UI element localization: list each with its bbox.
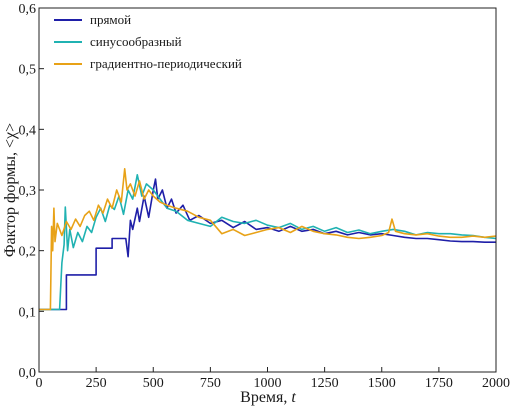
y-tick-label: 0,2 [19, 245, 37, 260]
y-tick-label: 0,5 [19, 63, 37, 78]
x-axis-title: Время, t [240, 389, 296, 406]
x-tick-label: 1000 [254, 376, 282, 391]
y-tick-label: 0,4 [19, 123, 37, 138]
x-tick-label: 250 [86, 376, 107, 391]
x-axis: 0 250 500 750 1000 1250 1500 1750 2000 [36, 367, 510, 391]
x-axis-title-variable: t [291, 389, 296, 406]
legend-label: синусообразный [90, 34, 182, 49]
legend: прямой синусообразный градиентно-периодиче… [54, 12, 242, 71]
legend-label: прямой [90, 12, 131, 27]
y-axis-title: Фактор формы, <χ> [2, 123, 19, 257]
x-tick-label: 1750 [425, 376, 453, 391]
y-tick-label: 0,3 [19, 184, 37, 199]
y-axis: 0,0 0,1 0,2 0,3 0,4 0,5 0,6 [19, 2, 44, 381]
x-tick-label: 0 [36, 376, 43, 391]
series-line-2 [39, 174, 497, 311]
y-tick-label: 0,1 [19, 305, 37, 320]
y-tick-label: 0,6 [19, 2, 37, 17]
x-axis-title-text: Время, [240, 389, 291, 406]
x-tick-label: 1500 [368, 376, 396, 391]
y-tick-label: 0,0 [19, 366, 37, 381]
series-line-3 [39, 168, 497, 311]
x-tick-label: 1250 [311, 376, 339, 391]
legend-label: градиентно-периодический [90, 56, 242, 71]
series-line-1 [39, 178, 496, 311]
series-group [39, 168, 497, 311]
x-tick-label: 750 [200, 376, 221, 391]
x-tick-label: 2000 [482, 376, 510, 391]
x-tick-label: 500 [143, 376, 164, 391]
